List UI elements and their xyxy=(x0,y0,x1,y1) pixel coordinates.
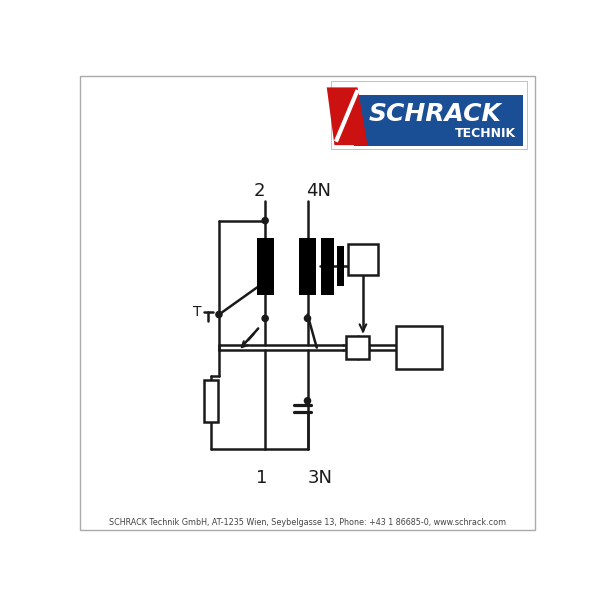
Circle shape xyxy=(262,218,268,224)
Text: 4N: 4N xyxy=(306,182,331,200)
Bar xyxy=(346,336,369,359)
Text: TECHNIK: TECHNIK xyxy=(455,127,517,140)
Text: 1: 1 xyxy=(256,469,267,487)
Text: 2: 2 xyxy=(253,182,265,200)
Bar xyxy=(347,244,379,275)
Text: 3N: 3N xyxy=(307,469,332,487)
Circle shape xyxy=(262,316,268,322)
Bar xyxy=(396,326,442,369)
Bar xyxy=(354,95,523,146)
Polygon shape xyxy=(327,88,368,145)
Bar xyxy=(299,238,316,295)
Text: SCHRACK: SCHRACK xyxy=(368,103,502,127)
Bar xyxy=(257,238,274,295)
Bar xyxy=(322,238,334,295)
Circle shape xyxy=(304,316,311,322)
Text: H: H xyxy=(412,338,427,357)
Bar xyxy=(205,380,218,422)
Bar xyxy=(337,246,344,286)
Circle shape xyxy=(304,398,311,404)
Circle shape xyxy=(216,311,222,317)
Text: SCHRACK Technik GmbH, AT-1235 Wien, Seybelgasse 13, Phone: +43 1 86685-0, www.sc: SCHRACK Technik GmbH, AT-1235 Wien, Seyb… xyxy=(109,518,506,527)
Text: T: T xyxy=(193,305,202,319)
Bar xyxy=(331,81,527,149)
